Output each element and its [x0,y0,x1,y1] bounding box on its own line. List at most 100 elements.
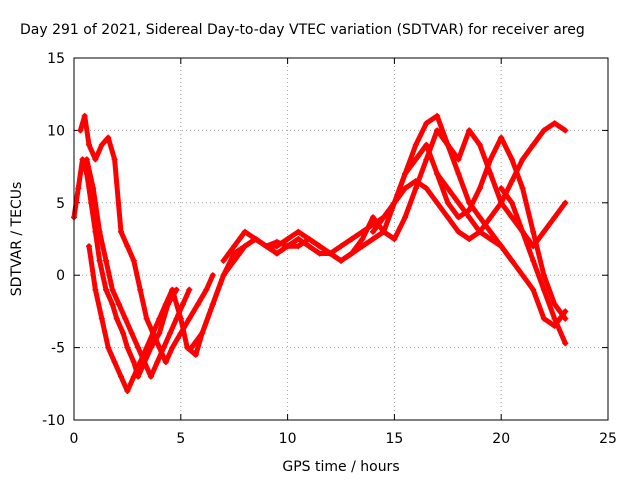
data-point [498,243,505,250]
data-point [530,228,537,235]
data-point [476,228,483,235]
data-point [295,228,302,235]
data-point [466,236,473,242]
data-point [316,250,323,257]
data-point [412,185,419,192]
data-point [220,257,227,264]
y-axis-label: SDTVAR / TECUs [9,182,25,297]
y-tick-label: 0 [56,268,65,284]
y-tick-labels: -10 -5 0 5 10 15 [42,51,65,429]
data-point [455,156,462,163]
data-point [124,388,131,394]
data-point [120,330,127,337]
data-point [143,344,150,351]
data-point [444,185,451,192]
data-point [209,301,216,308]
data-point [111,156,118,163]
x-tick-label: 10 [279,431,297,447]
y-tick-label: -10 [42,413,65,429]
plot-area [71,112,569,394]
data-point [540,272,547,279]
data-point [498,185,505,192]
data-point [530,286,537,293]
data-point [186,286,193,293]
data-point [455,170,462,177]
data-point [83,156,90,163]
data-point [402,170,409,177]
data-point [327,250,334,257]
data-point [519,156,526,163]
data-point [391,199,398,206]
data-point [487,236,494,242]
x-axis-label: GPS time / hours [282,459,399,475]
data-point [348,236,355,242]
data-point [519,272,526,279]
data-point [498,134,505,141]
data-point [192,351,199,358]
data-point [273,243,280,250]
data-point [111,359,118,366]
data-point [380,214,387,221]
x-tick-label: 15 [385,431,403,447]
data-point [391,236,398,242]
data-point [284,236,291,242]
data-point [455,214,462,221]
data-point [444,141,451,148]
data-point [508,199,515,206]
data-point [209,272,216,279]
data-point [137,359,144,366]
data-point [273,250,280,257]
data-point [122,315,129,322]
series-track-f [220,127,569,264]
data-point [348,250,355,257]
data-point [551,120,558,127]
data-point [118,373,124,380]
data-point [423,141,430,148]
data-point [203,286,210,293]
data-point [113,315,120,322]
data-point [81,112,88,119]
data-point [434,199,441,206]
data-point [370,236,376,242]
data-point [466,214,473,221]
data-point [90,185,97,192]
data-point [487,170,494,177]
data-point [402,185,409,192]
data-point [423,185,430,192]
data-point [92,156,99,163]
data-point [476,214,483,221]
data-point [487,156,494,163]
data-point [143,315,150,322]
data-point [359,243,366,250]
y-tick-label: 5 [56,196,65,212]
data-point [103,286,109,293]
data-point [77,127,84,134]
data-point [508,156,515,163]
data-point [156,315,163,322]
data-point [98,315,105,322]
data-point [562,340,569,347]
data-point [444,199,451,206]
y-tick-label: 15 [47,51,65,67]
data-point [241,228,248,235]
data-point [519,228,526,235]
data-point [199,330,206,337]
data-point [508,257,515,264]
data-point [370,228,376,235]
data-point [124,243,131,250]
data-point [540,286,547,293]
data-point [412,156,419,163]
data-point [562,315,569,322]
data-point [380,228,387,235]
data-point [105,134,112,141]
data-point [169,344,176,351]
data-point [498,199,505,206]
data-point [150,330,156,337]
data-point [220,272,227,279]
data-point [508,178,515,185]
data-point [402,214,409,221]
data-point [466,207,473,213]
series-track-c [83,156,193,380]
data-point [186,315,193,322]
x-tick-label: 0 [70,431,79,447]
